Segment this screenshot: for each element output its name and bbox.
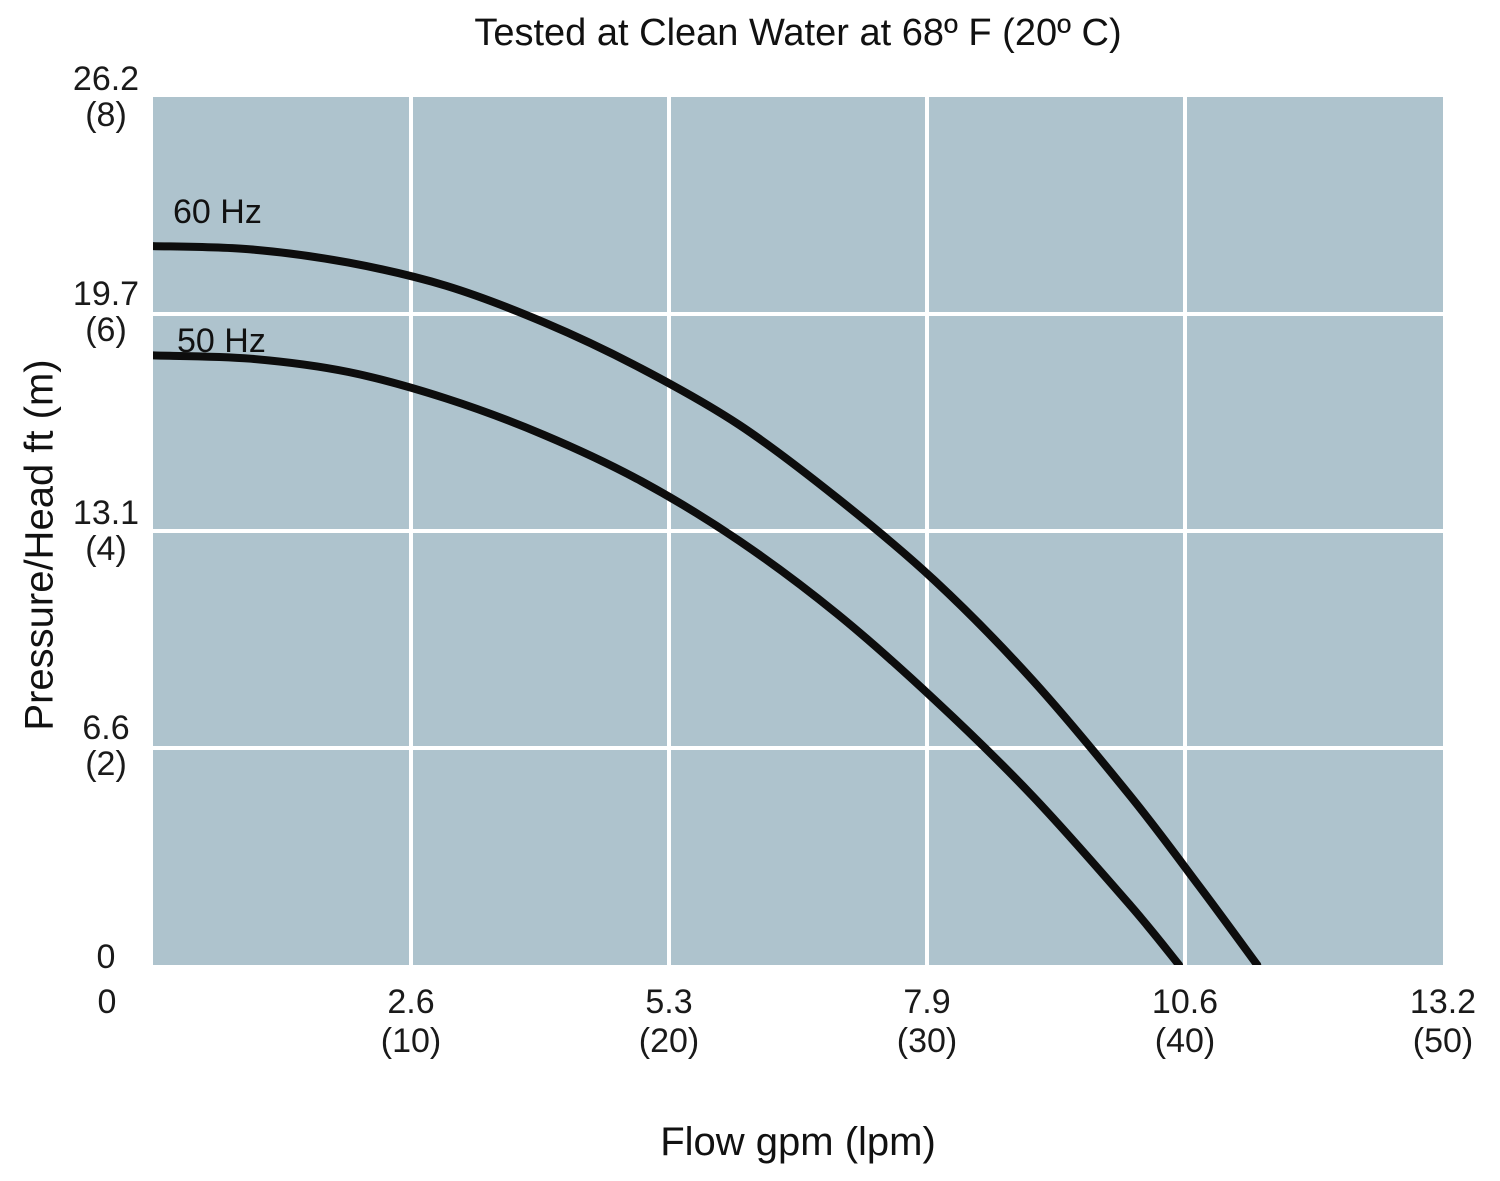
x-tick-label: 13.2 (50) — [1409, 983, 1477, 1060]
y-axis-title: Pressure/Head ft (m) — [17, 359, 62, 731]
x-tick-label: 2.6 (10) — [380, 983, 442, 1060]
y-tick-label: 26.2 (8) — [72, 60, 140, 134]
curve-label-60hz: 60 Hz — [173, 193, 262, 231]
x-tick-label: 5.3 (20) — [638, 983, 700, 1060]
curve-50hz — [153, 351, 1184, 965]
curve-60hz — [153, 242, 1262, 965]
y-tick-label: 6.6 (2) — [82, 709, 130, 784]
curve-label-50hz: 50 Hz — [177, 322, 266, 360]
x-tick-label: 0 — [97, 983, 117, 1021]
y-tick-label: 19.7 (6) — [72, 275, 140, 350]
plot-area — [153, 97, 1443, 965]
y-tick-label: 13.1 (4) — [72, 494, 140, 568]
x-axis-title: Flow gpm (lpm) — [660, 1120, 936, 1164]
gridlines — [153, 97, 1443, 965]
chart-title: Tested at Clean Water at 68º F (20º C) — [474, 12, 1122, 54]
x-tick-label: 7.9 (30) — [896, 983, 958, 1060]
y-tick-label: 0 — [96, 938, 116, 976]
x-tick-label: 10.6 (40) — [1151, 983, 1219, 1060]
